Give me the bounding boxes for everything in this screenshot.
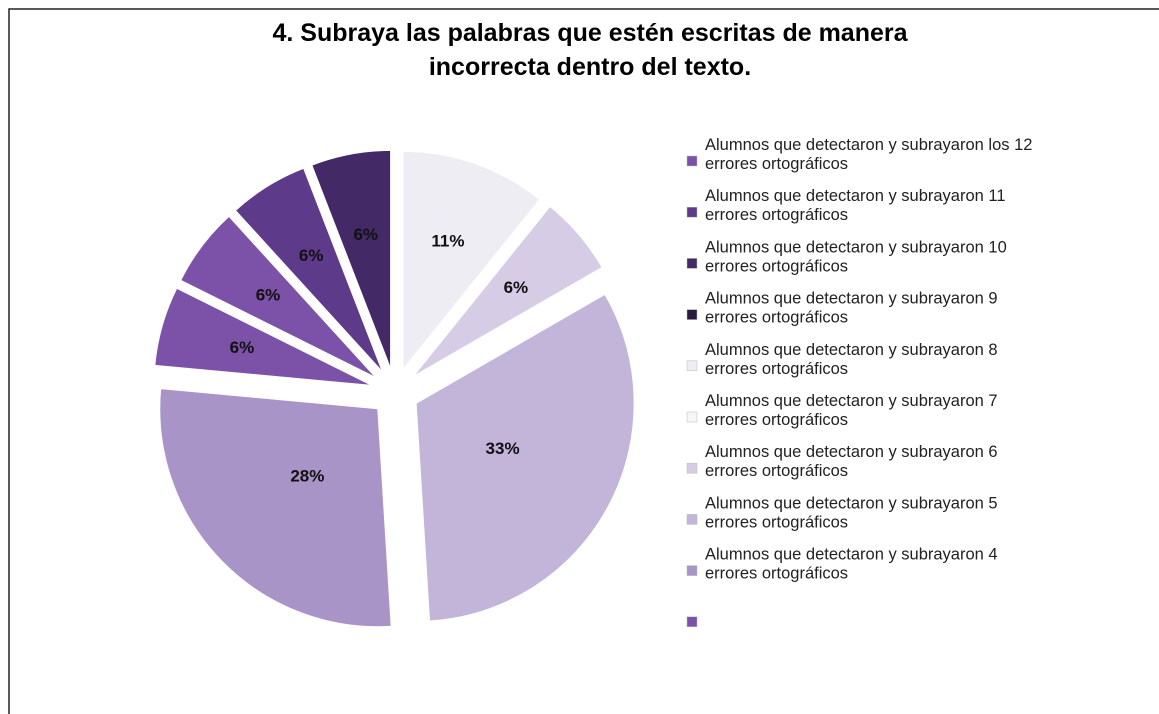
legend-swatch	[686, 565, 698, 576]
data-label: 33%	[486, 439, 520, 458]
data-label: 6%	[353, 225, 378, 244]
legend-label: Alumnos que detectaron y subrayaron 10 er…	[705, 239, 1007, 276]
legend-swatch	[686, 360, 698, 372]
data-label: 6%	[504, 278, 529, 297]
legend-label: Alumnos que detectaron y subrayaron 7 err…	[705, 392, 998, 429]
legend-swatch	[686, 462, 698, 474]
data-label: 6%	[299, 246, 324, 265]
legend-swatch	[686, 616, 698, 628]
data-label: 28%	[290, 466, 324, 485]
legend-label: Alumnos que detectaron y subrayaron 5 err…	[705, 495, 998, 532]
legend-label: Alumnos que detectaron y subrayaron 6 err…	[705, 444, 998, 481]
legend-label: Alumnos que detectaron y subrayaron 11 er…	[705, 188, 1006, 225]
pie-slice	[311, 149, 392, 369]
pie-slice	[234, 167, 383, 372]
legend-swatch	[686, 514, 698, 525]
legend-swatch	[686, 206, 698, 218]
pie-slice	[180, 215, 377, 378]
legend-label: Alumnos que detectaron y subrayaron 9 err…	[705, 290, 998, 327]
pie-slice	[159, 388, 392, 628]
pie-slice	[412, 205, 603, 377]
legend-label: Alumnos que detectaron y subrayaron 4 err…	[705, 546, 998, 583]
legend-label: Alumnos que detectaron y subrayaron 8 err…	[705, 341, 998, 378]
pie-slice	[402, 150, 541, 371]
legend-swatch	[686, 309, 698, 320]
data-label: 6%	[256, 286, 281, 305]
pie-slice	[415, 293, 635, 622]
legend-swatch	[686, 155, 698, 167]
legend-label: Alumnos que detectaron y subrayaron los …	[705, 136, 1032, 173]
legend-swatch	[686, 411, 698, 423]
data-label: 6%	[230, 338, 255, 357]
frame	[8, 8, 1159, 714]
pie-slice	[154, 287, 373, 386]
legend-swatch	[686, 258, 698, 269]
data-label: 11%	[431, 231, 464, 250]
chart-title: 4. Subraya las palabras que estén escrit…	[272, 19, 908, 81]
